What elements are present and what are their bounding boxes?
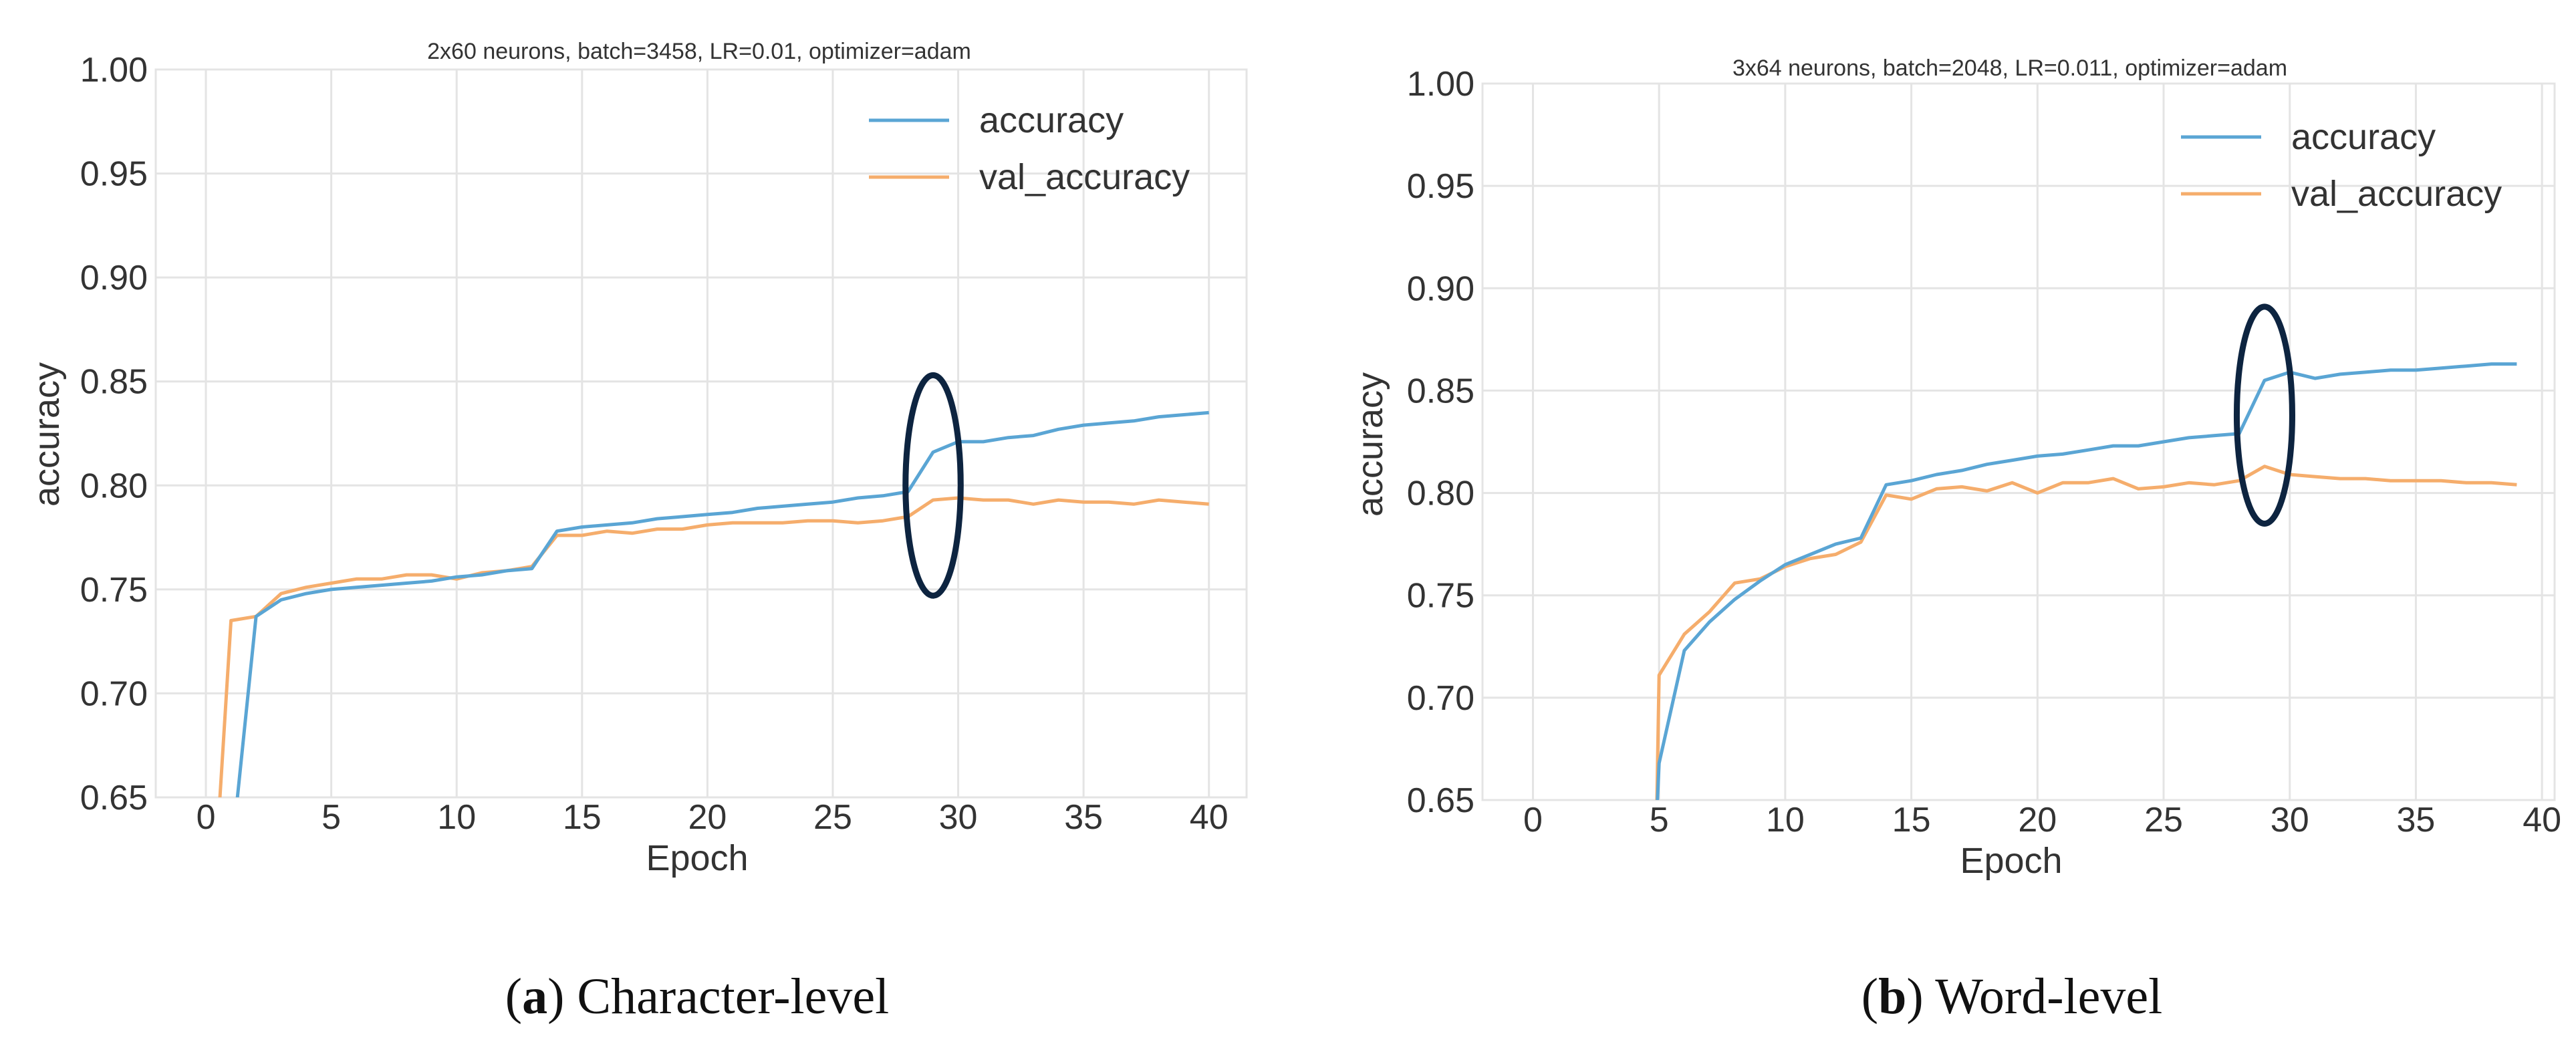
caption-b: (b) Word-level	[1861, 968, 2163, 1025]
legend-label-accuracy: accuracy	[2291, 117, 2436, 157]
y-tick-label: 0.85	[1407, 372, 1474, 410]
chart-character-level: 2x60 neurons, batch=3458, LR=0.01, optim…	[27, 39, 1248, 878]
x-tick-label: 5	[1650, 801, 1669, 839]
y-axis-label: accuracy	[27, 362, 67, 507]
x-tick-label: 20	[2018, 801, 2057, 839]
x-axis-label: Epoch	[1960, 841, 2062, 881]
x-tick-label: 25	[2144, 801, 2183, 839]
x-tick-label: 15	[563, 798, 602, 837]
chart-word-level: 3x64 neurons, batch=2048, LR=0.011, opti…	[1350, 55, 2561, 881]
series-line-accuracy	[235, 410, 1209, 797]
y-tick-label: 0.95	[80, 155, 148, 194]
x-tick-label: 0	[1523, 801, 1543, 839]
x-tick-label: 35	[1064, 798, 1103, 837]
y-tick-label: 1.00	[80, 51, 148, 90]
x-axis-label: Epoch	[646, 838, 748, 878]
y-tick-label: 1.00	[1407, 65, 1474, 104]
chart-title: 3x64 neurons, batch=2048, LR=0.011, opti…	[1732, 55, 2287, 81]
y-tick-label: 0.80	[80, 467, 148, 505]
highlight-ellipse	[902, 372, 964, 599]
y-tick-label: 0.85	[80, 363, 148, 402]
y-tick-label: 0.70	[1407, 679, 1474, 718]
y-tick-label: 0.75	[1407, 577, 1474, 616]
y-tick-label: 0.70	[80, 674, 148, 713]
x-tick-label: 15	[1892, 801, 1931, 839]
caption-text: Word-level	[1935, 968, 2163, 1025]
plot-area	[1481, 82, 2556, 801]
y-tick-label: 0.65	[80, 779, 148, 817]
x-tick-label: 30	[2271, 801, 2309, 839]
x-tick-label: 0	[197, 798, 216, 837]
series-line-accuracy	[1656, 362, 2517, 800]
caption-letter: b	[1878, 968, 1907, 1025]
legend-label-val-accuracy: val_accuracy	[979, 157, 1190, 197]
y-tick-label: 0.90	[1407, 269, 1474, 308]
highlight-ellipse	[2233, 303, 2295, 527]
x-tick-label: 5	[321, 798, 341, 837]
x-tick-label: 35	[2397, 801, 2436, 839]
x-tick-label: 40	[1190, 798, 1229, 837]
y-tick-label: 0.75	[80, 571, 148, 610]
legend-label-accuracy: accuracy	[979, 100, 1124, 140]
caption-text: Character-level	[577, 968, 890, 1025]
y-tick-label: 0.90	[80, 259, 148, 297]
x-tick-label: 25	[813, 798, 852, 837]
x-tick-label: 20	[688, 798, 727, 837]
x-tick-label: 30	[939, 798, 978, 837]
plot-area	[154, 68, 1248, 799]
y-tick-label: 0.95	[1407, 167, 1474, 206]
y-tick-label: 0.80	[1407, 475, 1474, 513]
x-tick-label: 10	[437, 798, 476, 837]
y-tick-label: 0.65	[1407, 781, 1474, 820]
legend-label-val-accuracy: val_accuracy	[2291, 174, 2502, 214]
series-line-val-accuracy	[218, 496, 1209, 797]
y-axis-label: accuracy	[1350, 372, 1390, 517]
caption-letter: a	[522, 968, 548, 1025]
x-tick-label: 10	[1766, 801, 1805, 839]
x-tick-label: 40	[2523, 801, 2561, 839]
caption-a: (a) Character-level	[505, 968, 890, 1025]
chart-title: 2x60 neurons, batch=3458, LR=0.01, optim…	[427, 39, 971, 64]
